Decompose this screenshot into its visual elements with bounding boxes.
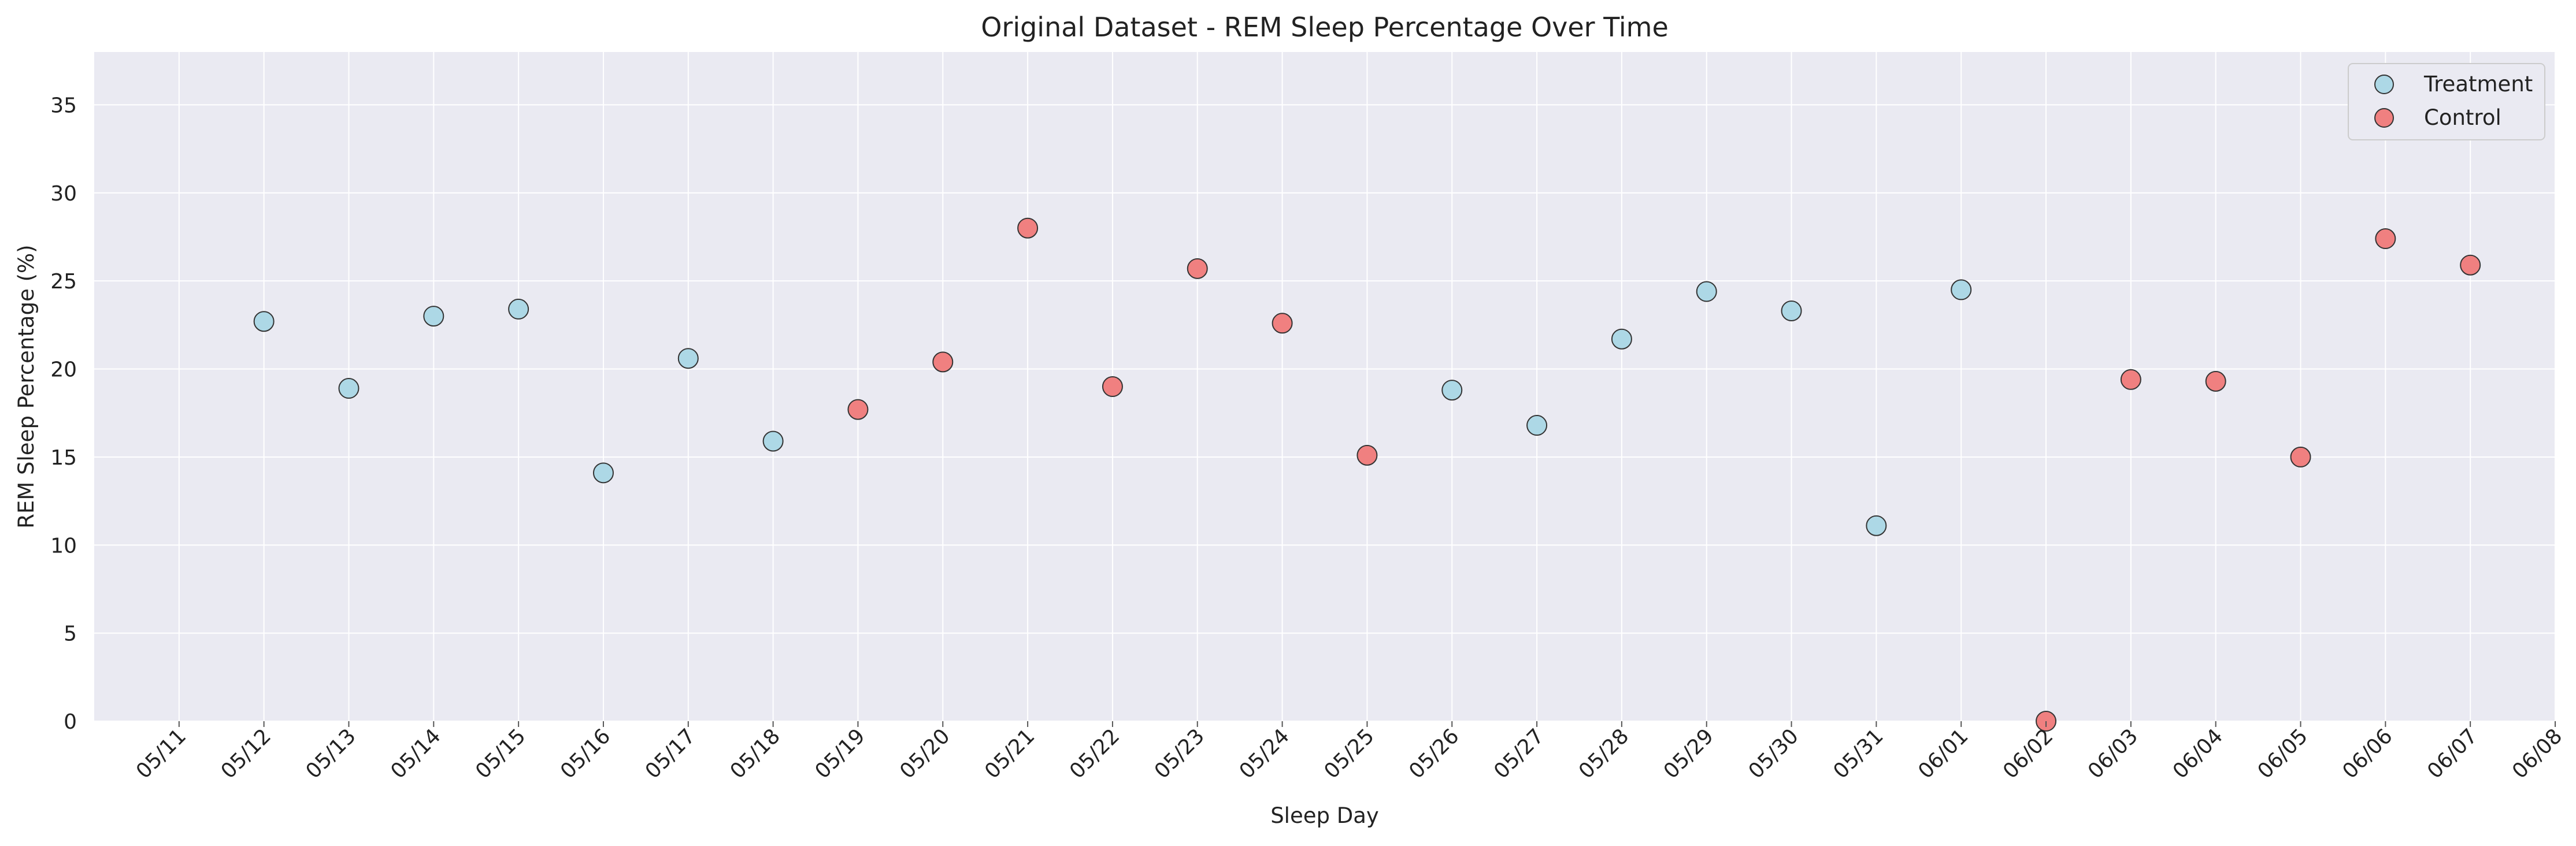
y-tick-label: 10 (50, 534, 77, 558)
legend-marker-treatment (2374, 75, 2394, 94)
y-axis-label: REM Sleep Percentage (%) (14, 244, 39, 528)
plot-area (94, 52, 2555, 721)
y-tick-label: 20 (50, 358, 77, 382)
control-point (2120, 369, 2141, 390)
legend-label-treatment: Treatment (2423, 72, 2533, 97)
treatment-point (1951, 279, 1972, 300)
treatment-point (338, 378, 359, 399)
y-tick-label: 30 (50, 182, 77, 206)
control-point (1356, 444, 1378, 466)
control-point (1102, 376, 1123, 397)
control-point (2290, 446, 2311, 467)
legend-marker-control (2374, 108, 2394, 128)
treatment-point (1611, 328, 1632, 350)
treatment-point (1866, 515, 1887, 536)
x-axis-label: Sleep Day (1270, 803, 1379, 828)
treatment-point (1526, 415, 1548, 436)
treatment-point (1696, 281, 1717, 302)
y-tick-label: 5 (64, 622, 77, 646)
treatment-point (1781, 300, 1802, 321)
treatment-point (1441, 380, 1463, 401)
control-point (932, 351, 954, 373)
treatment-point (508, 298, 529, 320)
treatment-point (253, 311, 275, 332)
y-tick-label: 0 (64, 710, 77, 734)
chart-title: Original Dataset - REM Sleep Percentage … (981, 12, 1669, 43)
control-point (1272, 313, 1293, 334)
control-point (847, 399, 869, 420)
y-tick-label: 15 (50, 446, 77, 470)
control-point (1017, 217, 1039, 239)
y-tick-label: 35 (50, 94, 77, 117)
legend-box (2348, 63, 2545, 140)
grid-lines (94, 52, 2556, 722)
treatment-point (677, 348, 699, 369)
y-tick-label: 25 (50, 270, 77, 294)
control-point (2375, 228, 2396, 250)
control-point (2205, 370, 2226, 392)
treatment-point (423, 306, 444, 327)
legend-label-control: Control (2424, 105, 2501, 130)
control-point (2460, 254, 2481, 276)
treatment-point (762, 431, 784, 452)
control-point (1187, 258, 1208, 279)
legend: Treatment Control (2348, 63, 2545, 140)
treatment-point (592, 462, 614, 484)
